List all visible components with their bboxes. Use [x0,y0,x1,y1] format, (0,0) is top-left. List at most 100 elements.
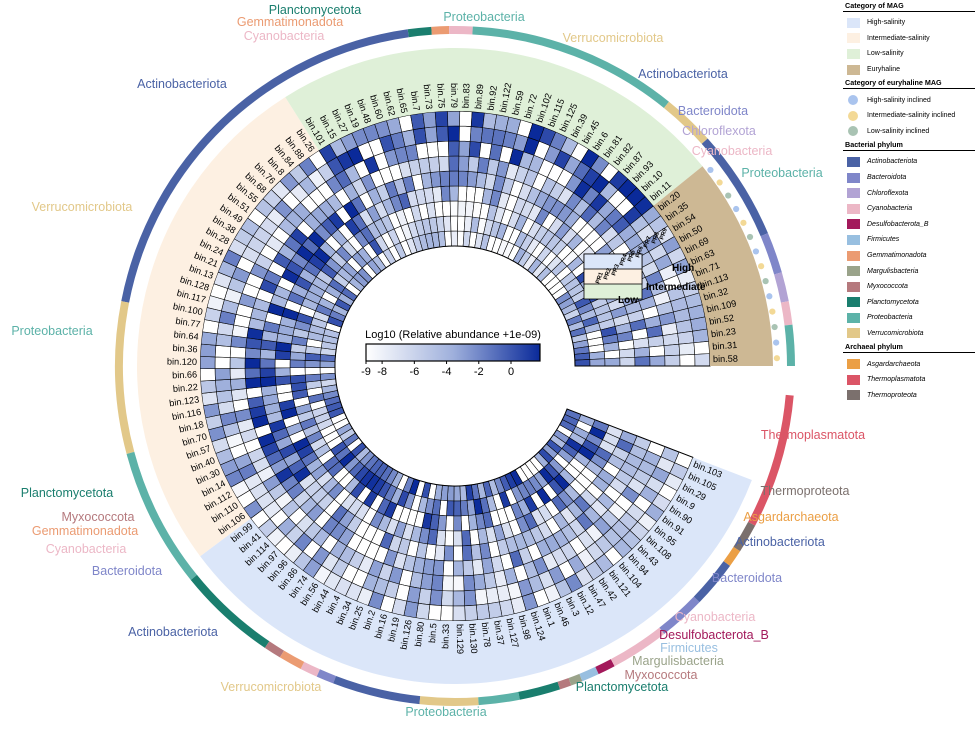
legend-archaeal-title: Archaeal phylum [843,341,975,354]
mag-label: bin.65 [395,87,410,114]
heat-cell [485,586,500,605]
mag-label: bin.129 [455,624,465,654]
heat-cell [460,515,470,532]
euryhaline-markers [707,166,781,362]
mag-label: bin.66 [172,369,197,380]
euryhaline-marker [746,233,754,241]
legend-archaeal-section: Archaeal phylum Asgardarchaeota Thermopla… [843,341,975,403]
heat-cell [449,200,459,217]
legend-bacterial-label: Desulfobacterota_B [867,220,929,228]
heat-cell [452,605,466,622]
heat-cell [440,185,451,202]
legend-bacterial-swatch [847,281,860,292]
phylum-segment [659,596,700,634]
heat-cell [678,342,696,356]
phylum-label: Cyanobacteria [244,29,325,43]
mag-label: bin.31 [712,340,738,352]
legend-bacterial-swatch [847,297,860,308]
euryhaline-marker [762,278,769,285]
phylum-segment [557,677,572,690]
phylum-label: Proteobacteria [11,324,92,338]
heat-cell [447,110,461,127]
heat-cell [446,500,455,517]
legend-category-swatch [847,64,860,75]
legend-euryhaline-swatch [848,110,858,121]
legend-euryhaline-swatch [848,95,858,106]
legend-bacterial-label: Actinobacteriota [867,158,918,166]
heat-cell [289,359,306,369]
heat-cell [487,601,503,619]
legend-category-swatch [847,17,860,28]
heat-cell [229,367,246,380]
heat-cell [200,331,218,346]
heat-cell [214,345,232,358]
heat-cell [199,356,216,370]
phylum-segment [701,138,768,237]
heat-cell [647,335,665,348]
phylum-label: Proteobacteria [405,705,486,719]
group-key-cell [583,253,643,270]
phylum-segment [780,301,793,326]
legend-bacterial-entry: Bacteroidota [843,170,975,186]
colorbar: Log10 (Relative abundance +1e-09) -9 -8 -6 -… [361,329,541,378]
heat-cell [452,575,465,592]
legend-archaeal-swatch [847,359,860,370]
phylum-label: Thermoproteota [761,484,850,498]
phylum-label: Asgardarchaeota [743,510,838,524]
category-bands [137,48,773,684]
heat-cell [442,560,454,577]
phylum-segment [333,675,421,705]
heat-cell [433,201,444,218]
heat-cell [245,386,263,399]
phylum-label: Bacteroidota [92,564,162,578]
heat-cell [604,357,621,367]
heat-cell [230,378,247,391]
heat-cell [574,359,591,367]
heat-cell [452,590,465,607]
heat-cell [457,215,466,232]
euryhaline-marker [773,339,780,346]
heat-cell [448,170,459,187]
mag-label: bin.92 [486,85,499,111]
legend-euryhaline-label: Low-salinity inclined [867,127,930,135]
phylum-segment [190,574,270,648]
phylum-ring [114,25,795,706]
heat-cell [289,367,306,377]
phylum-segment [279,650,305,669]
euryhaline-marker [707,166,714,174]
heat-cell [319,360,336,368]
phylum-segment [784,324,795,366]
phylum-segment [748,394,794,526]
mag-label: bin.22 [172,382,198,394]
legend-archaeal-swatch [847,374,860,385]
legend-bacterial-entry: Proteobacteria [843,310,975,326]
heat-cell [448,140,460,157]
legend-bacterial-label: Verrucomicrobiota [867,329,924,337]
colorbar-gradient [365,343,541,362]
heat-cell [453,545,464,562]
heat-cell [431,574,444,591]
heat-cell [441,590,454,607]
legend-category-section: Category of MAG High-salinity Intermediat… [843,0,975,77]
heat-cell [431,186,443,203]
legend-bacterial-entry: Verrucomicrobiota [843,326,975,342]
mag-label: bin.120 [167,357,197,367]
mag-label: bin.23 [710,326,736,339]
heat-cell [690,316,708,332]
heat-cell [463,589,477,607]
heat-cell [200,379,217,394]
legend-panel: Category of MAG High-salinity Intermediat… [843,0,975,430]
heat-cell [289,374,307,385]
heat-cell [453,515,462,532]
phylum-label: Planctomycetota [21,486,113,500]
heat-cell [319,372,336,381]
heat-cell [662,333,680,346]
heat-cell [229,346,247,359]
heat-cell [462,559,474,577]
phylum-segment [114,301,135,454]
heat-cell [415,142,429,160]
colorbar-tick-label: -6 [409,366,419,378]
legend-bacterial-entry: Desulfobacterota_B [843,217,975,233]
legend-bacterial-swatch [847,172,860,183]
heat-cell [457,200,467,217]
